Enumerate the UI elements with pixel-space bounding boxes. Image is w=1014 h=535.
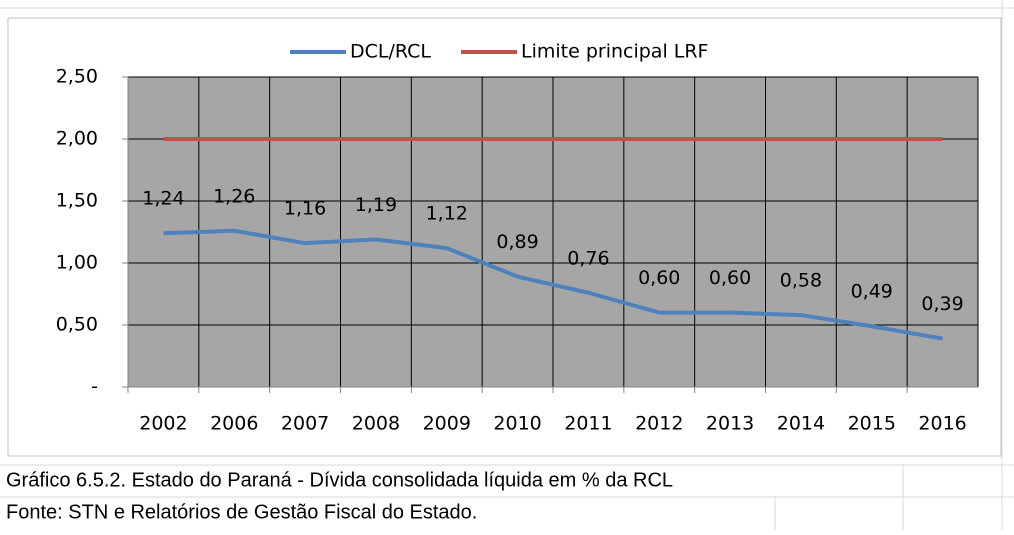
data-label: 1,12 bbox=[426, 203, 468, 225]
data-label: 1,16 bbox=[284, 198, 326, 220]
data-label: 1,19 bbox=[355, 194, 397, 216]
x-tick-label: 2011 bbox=[564, 413, 612, 435]
y-tick-label: 1,50 bbox=[56, 190, 98, 212]
data-label: 0,49 bbox=[851, 281, 893, 303]
data-label: 0,60 bbox=[709, 267, 751, 289]
x-tick-label: 2013 bbox=[706, 413, 754, 435]
data-label: 1,24 bbox=[142, 188, 184, 210]
x-tick-label: 2002 bbox=[139, 413, 187, 435]
data-label: 0,89 bbox=[496, 231, 538, 253]
x-tick-label: 2006 bbox=[210, 413, 258, 435]
data-label: 0,39 bbox=[921, 293, 963, 315]
caption: Gráfico 6.5.2. Estado do Paraná - Dívida… bbox=[6, 469, 673, 491]
data-label: 0,76 bbox=[567, 247, 609, 269]
x-tick-label: 2016 bbox=[918, 413, 966, 435]
x-tick-label: 2007 bbox=[281, 413, 329, 435]
data-label: 0,60 bbox=[638, 267, 680, 289]
y-tick-label: - bbox=[91, 376, 98, 398]
data-label: 0,58 bbox=[780, 270, 822, 292]
x-tick-label: 2012 bbox=[635, 413, 683, 435]
data-label: 1,26 bbox=[213, 185, 255, 207]
x-tick-label: 2008 bbox=[352, 413, 400, 435]
source: Fonte: STN e Relatórios de Gestão Fiscal… bbox=[6, 501, 477, 523]
legend-label: Limite principal LRF bbox=[521, 41, 709, 63]
y-tick-label: 2,50 bbox=[56, 66, 98, 88]
x-tick-label: 2015 bbox=[848, 413, 896, 435]
y-tick-label: 2,00 bbox=[56, 128, 98, 150]
x-tick-label: 2009 bbox=[423, 413, 471, 435]
x-tick-label: 2014 bbox=[777, 413, 825, 435]
y-tick-label: 0,50 bbox=[56, 314, 98, 336]
legend-label: DCL/RCL bbox=[350, 41, 431, 63]
y-tick-label: 1,00 bbox=[56, 252, 98, 274]
series-line bbox=[163, 228, 943, 341]
x-tick-label: 2010 bbox=[493, 413, 541, 435]
